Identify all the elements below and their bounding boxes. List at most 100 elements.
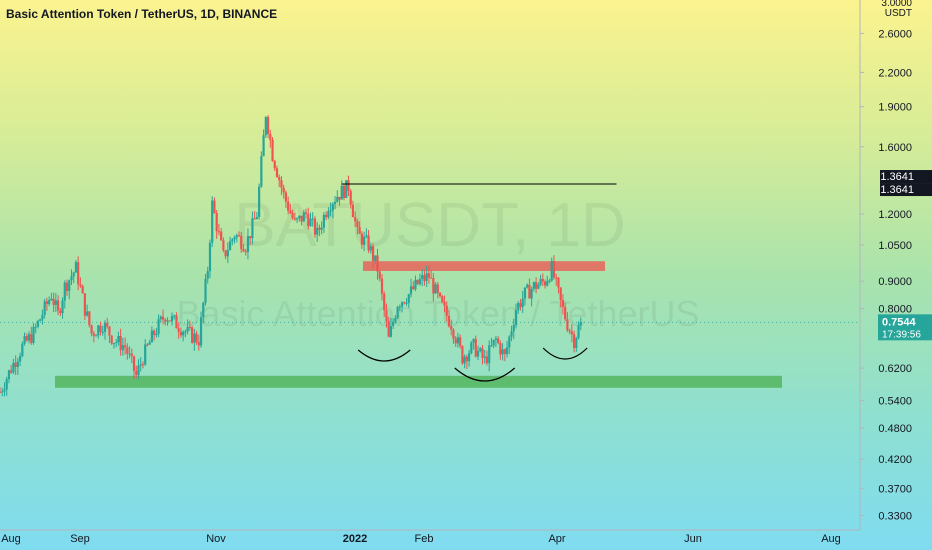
candle <box>403 301 406 305</box>
candle-body <box>233 237 236 240</box>
last-price-label: 0.7544 <box>882 316 917 328</box>
candle <box>92 331 95 343</box>
candle-body <box>300 215 303 222</box>
candle-body <box>535 282 538 289</box>
candle-body <box>141 364 145 366</box>
candle <box>179 327 183 338</box>
candle <box>318 224 321 237</box>
candle-body <box>291 213 294 219</box>
candle-body <box>246 236 250 252</box>
candle <box>159 315 162 323</box>
candle-body <box>271 139 274 162</box>
candle <box>50 292 53 302</box>
candle <box>244 248 247 256</box>
candle <box>412 281 415 291</box>
candle <box>354 211 357 228</box>
candle <box>447 309 451 328</box>
candle <box>81 284 84 294</box>
candle <box>206 266 209 284</box>
candle <box>110 335 113 346</box>
candle-body <box>309 218 312 227</box>
candle <box>117 331 120 346</box>
candle-body <box>295 218 299 220</box>
candle <box>39 318 42 322</box>
candle <box>481 344 484 365</box>
candle-body <box>450 326 453 330</box>
candle <box>333 196 337 210</box>
candle-body <box>423 275 426 281</box>
chart-title: Basic Attention Token / TetherUS, 1D, BI… <box>6 7 278 21</box>
candle <box>264 116 267 138</box>
candle-body <box>128 353 131 355</box>
candle-body <box>409 286 413 295</box>
candle-body <box>472 338 475 343</box>
candle <box>278 174 281 188</box>
candle <box>30 326 33 345</box>
candle-body <box>132 356 136 371</box>
candle <box>94 334 98 337</box>
candle-body <box>479 348 482 351</box>
candle-body <box>32 327 35 343</box>
candle-body <box>541 278 544 282</box>
candle <box>325 211 328 221</box>
candle-body <box>61 300 64 314</box>
candle <box>537 282 540 290</box>
candle <box>421 269 424 287</box>
candle-body <box>43 301 46 315</box>
candle <box>157 314 160 338</box>
candle <box>74 259 78 273</box>
candle-body <box>88 311 91 326</box>
candle-body <box>575 338 578 348</box>
pattern-arc <box>454 367 516 382</box>
candle-body <box>164 319 167 322</box>
candle <box>59 307 62 317</box>
candle-body <box>514 310 518 325</box>
candle-body <box>412 286 415 290</box>
candle-body <box>211 200 214 243</box>
candle-body <box>548 280 551 282</box>
candle <box>262 129 265 157</box>
candle <box>184 329 187 338</box>
candle-body <box>523 287 527 299</box>
candle-body <box>10 370 13 373</box>
candle <box>48 296 51 307</box>
candle-body <box>228 241 232 251</box>
candle <box>336 190 339 203</box>
candle <box>155 327 158 338</box>
support-zone <box>55 375 782 388</box>
candle <box>36 319 40 329</box>
candle-body <box>485 356 489 364</box>
candle <box>72 271 75 283</box>
candle <box>197 334 200 351</box>
candle-body <box>206 271 209 279</box>
candle <box>231 238 234 246</box>
candle <box>405 298 408 306</box>
candle-body <box>347 180 350 191</box>
candle <box>170 312 174 326</box>
candle <box>329 202 332 217</box>
candle <box>213 197 216 214</box>
candle-body <box>56 300 60 311</box>
candle <box>434 282 437 294</box>
candle <box>202 301 205 324</box>
candle <box>497 336 500 345</box>
candle-body <box>63 282 66 301</box>
candle-body <box>191 327 194 343</box>
candle-body <box>208 242 212 272</box>
candle <box>550 257 553 283</box>
candle-body <box>166 320 169 322</box>
candle-body <box>454 338 457 344</box>
candle-body <box>262 135 265 157</box>
candle <box>115 339 118 348</box>
candle-body <box>108 326 111 336</box>
candle-body <box>365 235 368 237</box>
candle <box>438 292 442 298</box>
candle-body <box>123 345 127 348</box>
candle-body <box>497 338 500 344</box>
candle-body <box>512 324 515 332</box>
candle-body <box>385 310 388 322</box>
candle-body <box>400 302 404 307</box>
pattern-arc <box>357 349 411 362</box>
candle-body <box>45 301 49 304</box>
